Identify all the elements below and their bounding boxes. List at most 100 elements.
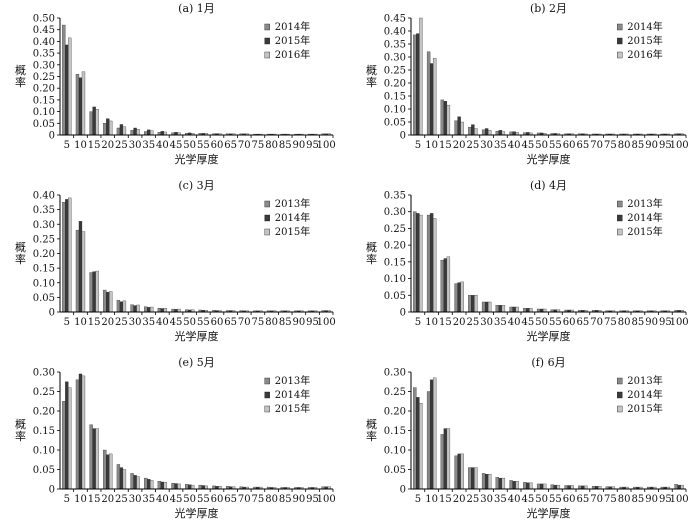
legend-swatch bbox=[617, 23, 623, 31]
bar bbox=[106, 454, 110, 490]
y-tick-label: 0.05 bbox=[33, 465, 55, 476]
y-tick-label: 0.05 bbox=[384, 291, 406, 302]
x-tick-label: 35 bbox=[494, 317, 507, 328]
legend-swatch bbox=[264, 405, 270, 413]
legend-swatch bbox=[617, 228, 623, 236]
y-axis-label: 概率 bbox=[365, 64, 378, 88]
bar bbox=[498, 130, 503, 136]
bar bbox=[95, 270, 99, 313]
y-tick-label: 0 bbox=[400, 485, 406, 496]
bar bbox=[116, 127, 121, 136]
bar bbox=[92, 106, 96, 136]
bar bbox=[95, 428, 99, 490]
bar bbox=[65, 381, 69, 490]
bar bbox=[416, 33, 420, 136]
x-tick-label: 60 bbox=[563, 140, 576, 151]
x-tick-label: 35 bbox=[494, 140, 507, 151]
x-axis-label: 光学厚度 bbox=[175, 506, 219, 520]
y-tick-label: 0.15 bbox=[33, 426, 55, 437]
legend-swatch bbox=[617, 391, 623, 399]
bar bbox=[515, 481, 519, 490]
x-tick-label: 60 bbox=[563, 317, 576, 328]
y-tick-label: 0.30 bbox=[384, 368, 406, 379]
bar bbox=[198, 484, 202, 490]
bar bbox=[163, 482, 168, 490]
y-tick-label: 0.05 bbox=[384, 118, 406, 129]
bar bbox=[116, 464, 121, 490]
bar bbox=[487, 301, 492, 313]
x-tick-label: 25 bbox=[115, 140, 128, 151]
x-tick-label: 90 bbox=[293, 140, 306, 151]
x-tick-label: 10 bbox=[425, 140, 438, 151]
bar bbox=[75, 74, 80, 136]
x-axis-label: 光学厚度 bbox=[527, 329, 571, 343]
x-tick-label: 65 bbox=[577, 140, 590, 151]
bar bbox=[536, 483, 541, 490]
bar bbox=[119, 124, 124, 136]
legend-label: 2015年 bbox=[275, 225, 310, 238]
chart-panel: (b) 2月 0 0.05 0.10 0.15 0.20 0.25 0.30 0.35 0.40 0… bbox=[365, 2, 689, 166]
y-axis-label: 概率 bbox=[365, 241, 378, 265]
x-tick-label: 5 bbox=[415, 317, 421, 328]
bar bbox=[429, 63, 434, 136]
legend-label: 2015年 bbox=[275, 34, 310, 47]
bar bbox=[171, 482, 175, 490]
bar bbox=[160, 131, 165, 136]
bar bbox=[501, 305, 506, 313]
x-tick-label: 30 bbox=[129, 317, 142, 328]
y-tick-label: 0 bbox=[400, 131, 406, 142]
bar bbox=[550, 484, 555, 490]
bar bbox=[512, 306, 516, 313]
legend-swatch bbox=[264, 200, 270, 208]
y-axis-label: 概率 bbox=[14, 241, 27, 265]
x-tick-label: 15 bbox=[439, 494, 452, 505]
bar bbox=[501, 477, 506, 490]
bar bbox=[68, 387, 72, 490]
legend-label: 2013年 bbox=[275, 374, 310, 387]
bar bbox=[150, 130, 154, 136]
legend-label: 2015年 bbox=[627, 402, 662, 415]
x-tick-label: 25 bbox=[467, 140, 480, 151]
bar bbox=[454, 455, 458, 490]
x-tick-label: 50 bbox=[535, 140, 548, 151]
bar bbox=[446, 428, 451, 490]
x-tick-label: 35 bbox=[494, 494, 507, 505]
bar bbox=[471, 295, 475, 313]
x-tick-label: 75 bbox=[604, 494, 617, 505]
x-tick-label: 50 bbox=[183, 317, 196, 328]
bar bbox=[103, 449, 107, 490]
x-tick-label: 80 bbox=[265, 140, 278, 151]
bar bbox=[512, 481, 516, 490]
bar bbox=[542, 483, 547, 490]
bar bbox=[133, 127, 137, 136]
x-tick-label: 100 bbox=[670, 317, 689, 328]
bar bbox=[509, 480, 513, 490]
bar bbox=[677, 484, 681, 490]
x-axis-label: 光学厚度 bbox=[527, 506, 571, 520]
x-tick-label: 20 bbox=[453, 140, 466, 151]
chart-title: (c) 3月 bbox=[178, 179, 214, 192]
x-tick-label: 75 bbox=[604, 140, 617, 151]
x-tick-label: 15 bbox=[88, 494, 101, 505]
x-tick-label: 55 bbox=[197, 140, 210, 151]
bar bbox=[419, 214, 423, 313]
legend-label: 2016年 bbox=[627, 48, 662, 61]
bar bbox=[487, 474, 492, 490]
x-tick-label: 5 bbox=[64, 140, 70, 151]
bar bbox=[426, 391, 431, 490]
y-tick-label: 0.50 bbox=[33, 14, 55, 25]
bar bbox=[92, 271, 96, 313]
bar bbox=[136, 304, 140, 313]
bar bbox=[570, 485, 574, 490]
bar bbox=[109, 291, 113, 313]
y-tick-label: 0.40 bbox=[33, 191, 55, 202]
bar bbox=[429, 379, 434, 490]
y-tick-label: 0.10 bbox=[33, 107, 55, 118]
legend-swatch bbox=[264, 51, 270, 59]
y-tick-label: 0.15 bbox=[384, 257, 406, 268]
bar bbox=[419, 17, 423, 136]
bar bbox=[147, 479, 151, 490]
x-tick-label: 35 bbox=[142, 494, 155, 505]
bar bbox=[416, 397, 420, 490]
